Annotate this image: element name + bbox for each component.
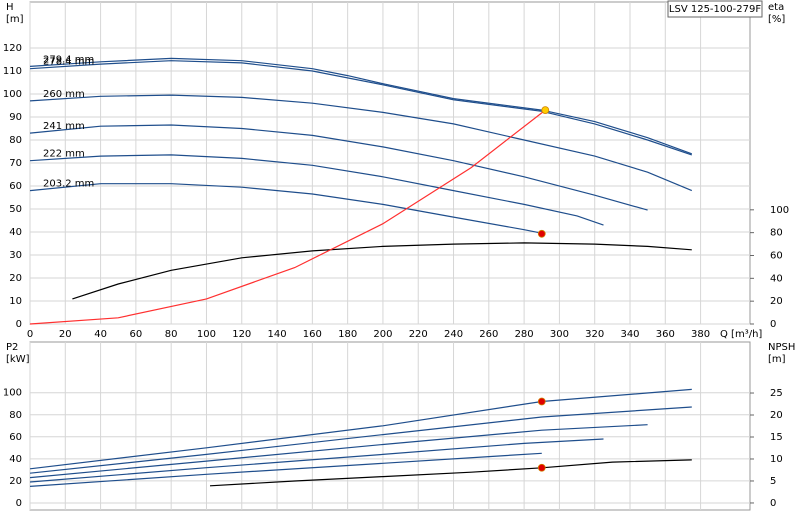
operating-point (541, 106, 550, 114)
y-tick-label: 120 (3, 43, 22, 54)
curve (29, 452, 542, 487)
x-tick-label: 300 (550, 329, 569, 340)
curve-label: 222 mm (43, 149, 85, 160)
y2-tick-label: 40 (770, 273, 783, 284)
curve (29, 154, 604, 226)
y-tick-label: 60 (9, 432, 22, 443)
x-tick-label: 20 (59, 329, 72, 340)
curve (29, 438, 604, 483)
operating-point (537, 229, 546, 238)
x-tick-label: 40 (94, 329, 107, 340)
chart-title: LSV 125-100-279F (669, 4, 761, 15)
y2-tick-label: 100 (770, 205, 789, 216)
x-tick-label: 220 (409, 329, 428, 340)
y-tick-label: 80 (9, 135, 22, 146)
y-tick-label: 90 (9, 112, 22, 123)
plot-frame (29, 341, 751, 511)
y2-axis-label: [m] (768, 354, 786, 365)
operating-point (537, 397, 546, 406)
x-tick-label: 260 (479, 329, 498, 340)
curve-label: 279.4 mm (43, 54, 94, 65)
y-tick-label: 0 (16, 319, 22, 330)
x-tick-label: 80 (165, 329, 178, 340)
y-axis-label: [m] (6, 14, 24, 25)
y-tick-label: 20 (9, 273, 22, 284)
x-tick-label: 320 (585, 329, 604, 340)
y-axis-label: P2 (6, 342, 18, 353)
curve-label: 260 mm (43, 89, 85, 100)
x-tick-label: 360 (656, 329, 675, 340)
x-axis-label: Q [m³/h] (720, 329, 762, 340)
y-tick-label: 0 (16, 498, 22, 509)
y2-tick-label: 10 (770, 454, 783, 465)
curve-label: 203.2 mm (43, 179, 94, 190)
y2-tick-label: 0 (770, 498, 776, 509)
curve (29, 60, 692, 156)
x-tick-label: 0 (27, 329, 33, 340)
curve (29, 424, 648, 479)
y-tick-label: 60 (9, 181, 22, 192)
x-tick-label: 200 (373, 329, 392, 340)
y-axis-label: [kW] (6, 354, 30, 365)
y-tick-label: 80 (9, 410, 22, 421)
curve-label: 278.4 mm (43, 57, 94, 68)
y2-tick-label: 15 (770, 432, 783, 443)
y2-tick-label: 80 (770, 228, 783, 239)
x-tick-label: 140 (268, 329, 287, 340)
y2-tick-label: 5 (770, 476, 776, 487)
y-tick-label: 70 (9, 158, 22, 169)
title-box (667, 0, 763, 18)
curve (29, 406, 692, 474)
curve (29, 388, 692, 470)
y-tick-label: 50 (9, 204, 22, 215)
curve (209, 459, 692, 487)
y-tick-label: 20 (9, 476, 22, 487)
y-axis-label: H (6, 2, 14, 13)
y2-tick-label: 25 (770, 388, 783, 399)
y-tick-label: 40 (9, 454, 22, 465)
curve (29, 183, 542, 234)
curve (29, 109, 546, 325)
x-tick-label: 120 (232, 329, 251, 340)
x-tick-label: 100 (197, 329, 216, 340)
y-tick-label: 30 (9, 250, 22, 261)
x-tick-label: 280 (515, 329, 534, 340)
y-tick-label: 110 (3, 66, 22, 77)
curve (29, 94, 693, 192)
y2-axis-label: [%] (768, 14, 785, 25)
curve (72, 242, 692, 300)
x-tick-label: 340 (620, 329, 639, 340)
curve (29, 57, 693, 155)
y-tick-label: 100 (3, 388, 22, 399)
y-tick-label: 10 (9, 296, 22, 307)
x-tick-label: 160 (303, 329, 322, 340)
operating-point (537, 463, 546, 472)
y2-tick-label: 60 (770, 250, 783, 261)
y2-tick-label: 20 (770, 410, 783, 421)
y2-tick-label: 20 (770, 296, 783, 307)
y2-axis-label: NPSH (768, 342, 795, 353)
x-tick-label: 180 (338, 329, 357, 340)
x-tick-label: 240 (444, 329, 463, 340)
y-tick-label: 40 (9, 227, 22, 238)
curve (29, 124, 648, 211)
x-tick-label: 380 (691, 329, 710, 340)
curve-label: 241 mm (43, 121, 85, 132)
y2-tick-label: 0 (770, 319, 776, 330)
y-tick-label: 100 (3, 89, 22, 100)
x-tick-label: 60 (130, 329, 143, 340)
y2-axis-label: eta (768, 2, 784, 13)
